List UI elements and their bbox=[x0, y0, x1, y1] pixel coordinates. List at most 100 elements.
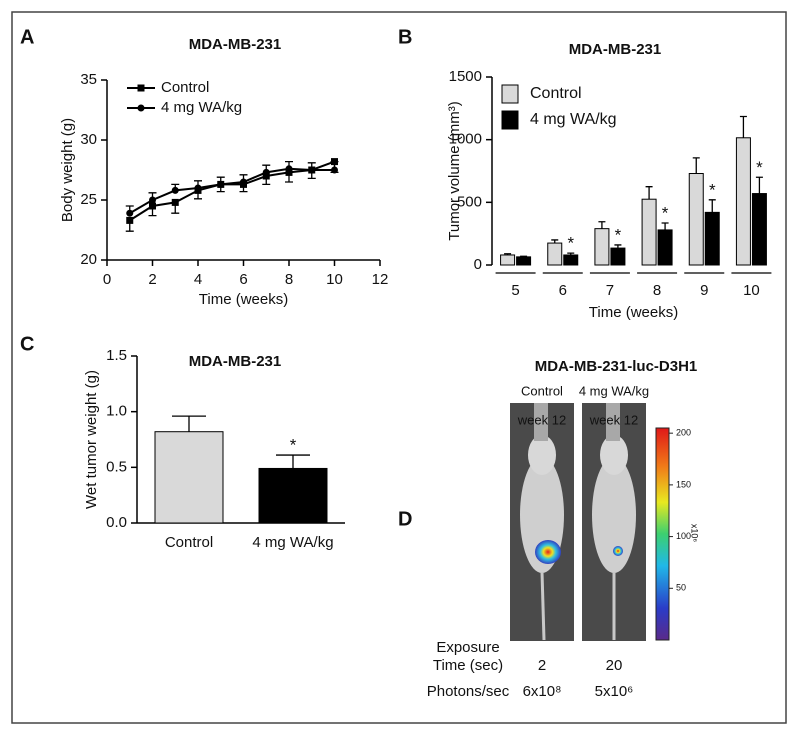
significance-mark: * bbox=[615, 225, 622, 244]
group-name: 4 mg WA/kg bbox=[579, 383, 649, 398]
y-tick-label: 0.5 bbox=[106, 458, 127, 475]
error-bar bbox=[172, 415, 206, 432]
photons-value: 5x10⁶ bbox=[595, 683, 634, 700]
time-point: week 12 bbox=[517, 412, 566, 427]
mouse-image bbox=[582, 403, 646, 641]
y-tick-label: 25 bbox=[80, 191, 97, 208]
error-bar bbox=[661, 222, 669, 230]
colorbar-tick-label: 200 bbox=[676, 428, 691, 438]
bar bbox=[563, 254, 579, 266]
significance-mark: * bbox=[290, 436, 297, 455]
marker bbox=[126, 216, 134, 224]
bar bbox=[657, 229, 673, 266]
marker bbox=[126, 209, 134, 217]
bar bbox=[594, 228, 610, 266]
chart-title: MDA-MB-231 bbox=[189, 353, 282, 370]
colorbar-unit: x10⁶ bbox=[690, 524, 700, 543]
x-tick-label: 7 bbox=[606, 282, 614, 299]
x-tick-label: 8 bbox=[653, 282, 661, 299]
y-tick-label: 0 bbox=[474, 256, 482, 273]
photons-label: Photons/sec bbox=[427, 683, 510, 700]
x-tick-label: 8 bbox=[285, 271, 293, 288]
bar bbox=[751, 193, 767, 266]
x-tick-label: 0 bbox=[103, 271, 111, 288]
line bbox=[129, 160, 335, 222]
exposure-label: Time (sec) bbox=[433, 657, 503, 674]
error-bar bbox=[276, 454, 310, 469]
x-tick-label: 6 bbox=[559, 282, 567, 299]
y-tick-label: 1.0 bbox=[106, 403, 127, 420]
panel-label: C bbox=[20, 333, 34, 355]
error-bar bbox=[739, 115, 747, 138]
photons-value: 6x10⁸ bbox=[523, 683, 562, 700]
x-tick-label: 6 bbox=[239, 271, 247, 288]
frame bbox=[11, 11, 787, 724]
y-tick-label: 0.0 bbox=[106, 514, 127, 531]
bar bbox=[688, 173, 704, 266]
chart-title: MDA-MB-231 bbox=[189, 36, 282, 53]
bar bbox=[516, 256, 532, 266]
colorbar-tick-label: 150 bbox=[676, 479, 691, 489]
x-axis-title: Time (weeks) bbox=[589, 304, 678, 321]
y-tick-label: 1500 bbox=[449, 68, 482, 85]
x-tick-label: 4 mg WA/kg bbox=[252, 534, 333, 551]
error-bar bbox=[645, 186, 653, 200]
y-axis-title: Wet tumor weight (g) bbox=[83, 370, 100, 509]
bar bbox=[735, 137, 751, 266]
bar bbox=[704, 211, 720, 266]
error-bar bbox=[551, 239, 559, 244]
x-tick-label: 12 bbox=[372, 271, 389, 288]
colorbar-tick-label: 100 bbox=[676, 531, 691, 541]
marker bbox=[285, 168, 293, 176]
marker bbox=[171, 186, 179, 194]
legend-label: 4 mg WA/kg bbox=[161, 99, 242, 116]
marker bbox=[149, 202, 156, 210]
y-axis-title: Body weight (g) bbox=[59, 118, 76, 222]
group-name: Control bbox=[521, 383, 563, 398]
marker bbox=[240, 178, 247, 186]
line bbox=[129, 167, 335, 215]
y-tick-label: 35 bbox=[80, 71, 97, 88]
error-bar bbox=[708, 199, 716, 213]
y-axis-title: Tumor volume (mm³) bbox=[446, 101, 463, 240]
marker bbox=[194, 184, 202, 192]
panel-title: MDA-MB-231-luc-D3H1 bbox=[535, 358, 698, 375]
time-point: week 12 bbox=[589, 412, 638, 427]
y-tick-label: 30 bbox=[80, 131, 97, 148]
marker bbox=[171, 198, 179, 206]
chart-title: MDA-MB-231 bbox=[569, 41, 662, 58]
legend-marker bbox=[137, 84, 145, 92]
marker bbox=[262, 172, 270, 180]
x-tick-label: 5 bbox=[511, 282, 519, 299]
legend-swatch bbox=[501, 84, 519, 104]
colorbar-tick-label: 50 bbox=[676, 583, 686, 593]
y-tick-label: 500 bbox=[457, 193, 482, 210]
x-tick-label: 9 bbox=[700, 282, 708, 299]
x-axis-title: Time (weeks) bbox=[199, 291, 288, 308]
bar bbox=[258, 467, 328, 524]
legend-marker bbox=[137, 104, 145, 112]
x-tick-label: 2 bbox=[148, 271, 156, 288]
legend-swatch bbox=[501, 110, 519, 130]
marker bbox=[217, 180, 225, 188]
mouse-image bbox=[510, 403, 574, 641]
significance-mark: * bbox=[567, 234, 574, 253]
marker bbox=[331, 166, 338, 174]
panel-label: D bbox=[398, 508, 412, 530]
legend-label: 4 mg WA/kg bbox=[530, 111, 617, 128]
marker bbox=[308, 166, 316, 174]
exposure-label: Exposure bbox=[436, 639, 499, 656]
error-bar bbox=[692, 157, 700, 174]
exposure-value: 20 bbox=[606, 657, 623, 674]
significance-mark: * bbox=[662, 203, 669, 222]
error-bar bbox=[598, 221, 606, 229]
bar bbox=[641, 198, 657, 266]
error-bar bbox=[614, 244, 622, 249]
y-tick-label: 20 bbox=[80, 251, 97, 268]
significance-mark: * bbox=[709, 180, 716, 199]
legend-label: Control bbox=[530, 85, 582, 102]
colorbar bbox=[655, 427, 670, 641]
bar bbox=[500, 254, 516, 266]
significance-mark: * bbox=[756, 158, 763, 177]
